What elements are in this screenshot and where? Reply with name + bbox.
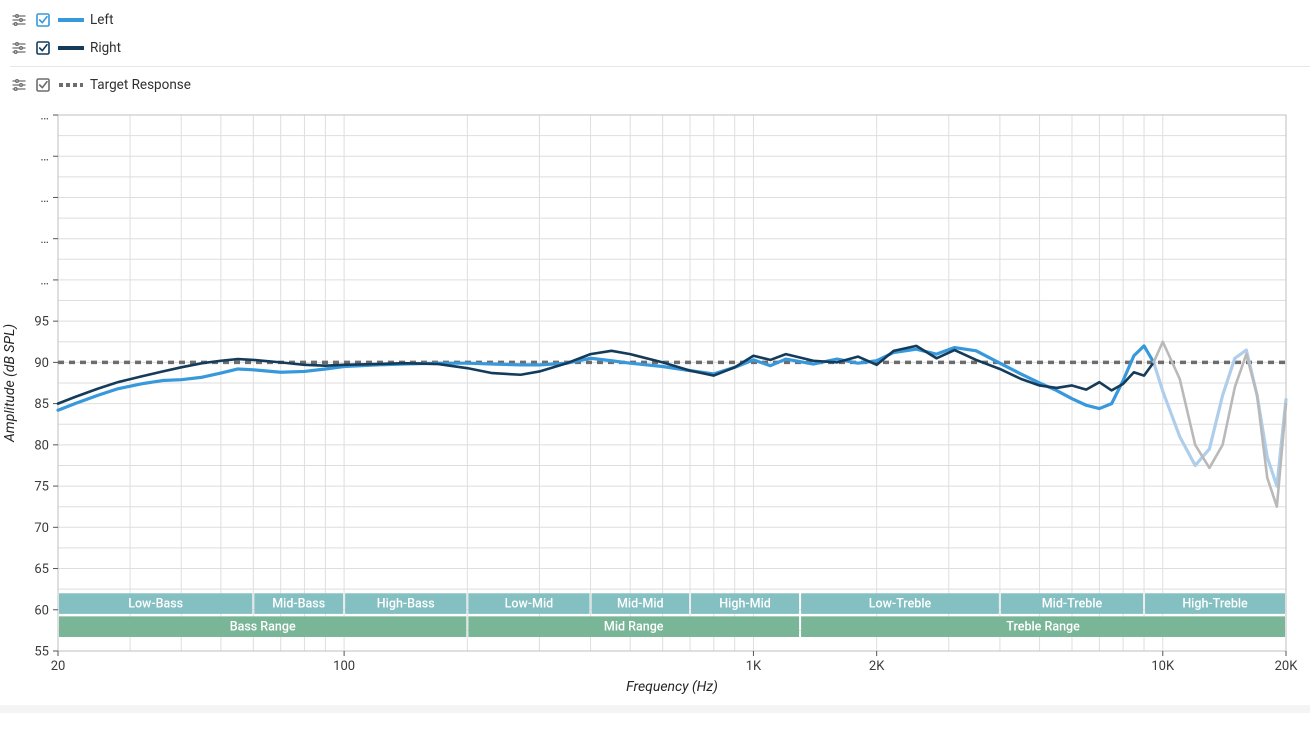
x-tick-label: 2K — [869, 659, 885, 674]
series-visibility-checkbox[interactable] — [34, 11, 52, 29]
y-tick-label: 85 — [34, 397, 49, 412]
sliders-icon[interactable] — [10, 11, 28, 29]
band-label: Mid Range — [604, 619, 664, 634]
legend-line-sample — [58, 13, 84, 27]
band-label: Low-Bass — [128, 596, 183, 611]
legend-label: Right — [90, 40, 121, 56]
x-tick-label: 100 — [333, 659, 355, 674]
legend-item: Target Response — [10, 71, 1310, 99]
y-tick-label: 90 — [34, 356, 49, 371]
chart-svg: 55 60 65 70 75 80 85 90 95 … … … … … 20 100 1K 2K 10K 20K Fr… — [0, 99, 1300, 699]
x-tick-label: 10K — [1151, 659, 1175, 674]
legend: Left Right Target Response — [0, 0, 1310, 99]
y-tick-label: 70 — [34, 521, 49, 536]
band-label: Mid-Mid — [617, 596, 664, 611]
y-tick-label: … — [40, 191, 49, 206]
band-label: Low-Mid — [505, 596, 554, 611]
series-visibility-checkbox[interactable] — [34, 76, 52, 94]
band-label: Mid-Bass — [272, 596, 325, 611]
y-tick-label: … — [40, 273, 49, 288]
band-label: Mid-Treble — [1042, 596, 1103, 611]
y-tick-label: 60 — [34, 603, 49, 618]
band-label: Low-Treble — [869, 596, 932, 611]
y-tick-label: 80 — [34, 438, 49, 453]
sliders-icon[interactable] — [10, 39, 28, 57]
legend-line-sample — [58, 41, 84, 55]
x-tick-label: 1K — [746, 659, 762, 674]
y-tick-label: 55 — [34, 645, 49, 660]
sliders-icon[interactable] — [10, 76, 28, 94]
y-axis-title: Amplitude (dB SPL) — [2, 324, 18, 443]
band-label: Bass Range — [230, 619, 296, 634]
x-axis-title: Frequency (Hz) — [626, 679, 718, 695]
y-tick-label: 75 — [34, 480, 49, 495]
band-label: High-Treble — [1182, 596, 1248, 611]
legend-item: Right — [10, 34, 1310, 62]
y-tick-label: 65 — [34, 562, 49, 577]
frequency-response-chart: 55 60 65 70 75 80 85 90 95 … … … … … 20 100 1K 2K 10K 20K Fr… — [0, 99, 1310, 699]
legend-separator — [10, 66, 1310, 67]
band-label: High-Bass — [377, 596, 435, 611]
band-label: High-Mid — [719, 596, 771, 611]
legend-line-sample — [58, 78, 84, 92]
legend-label: Left — [90, 12, 114, 28]
footer-strip — [0, 705, 1310, 713]
series-visibility-checkbox[interactable] — [34, 39, 52, 57]
band-label: Treble Range — [1006, 619, 1080, 634]
x-tick-label: 20 — [51, 659, 66, 674]
x-tick-label: 20K — [1275, 659, 1299, 674]
y-tick-label: 95 — [34, 315, 49, 330]
y-tick-label: … — [40, 109, 49, 124]
y-tick-label: … — [40, 150, 49, 165]
legend-item: Left — [10, 6, 1310, 34]
legend-label: Target Response — [90, 77, 191, 93]
y-tick-label: … — [40, 232, 49, 247]
